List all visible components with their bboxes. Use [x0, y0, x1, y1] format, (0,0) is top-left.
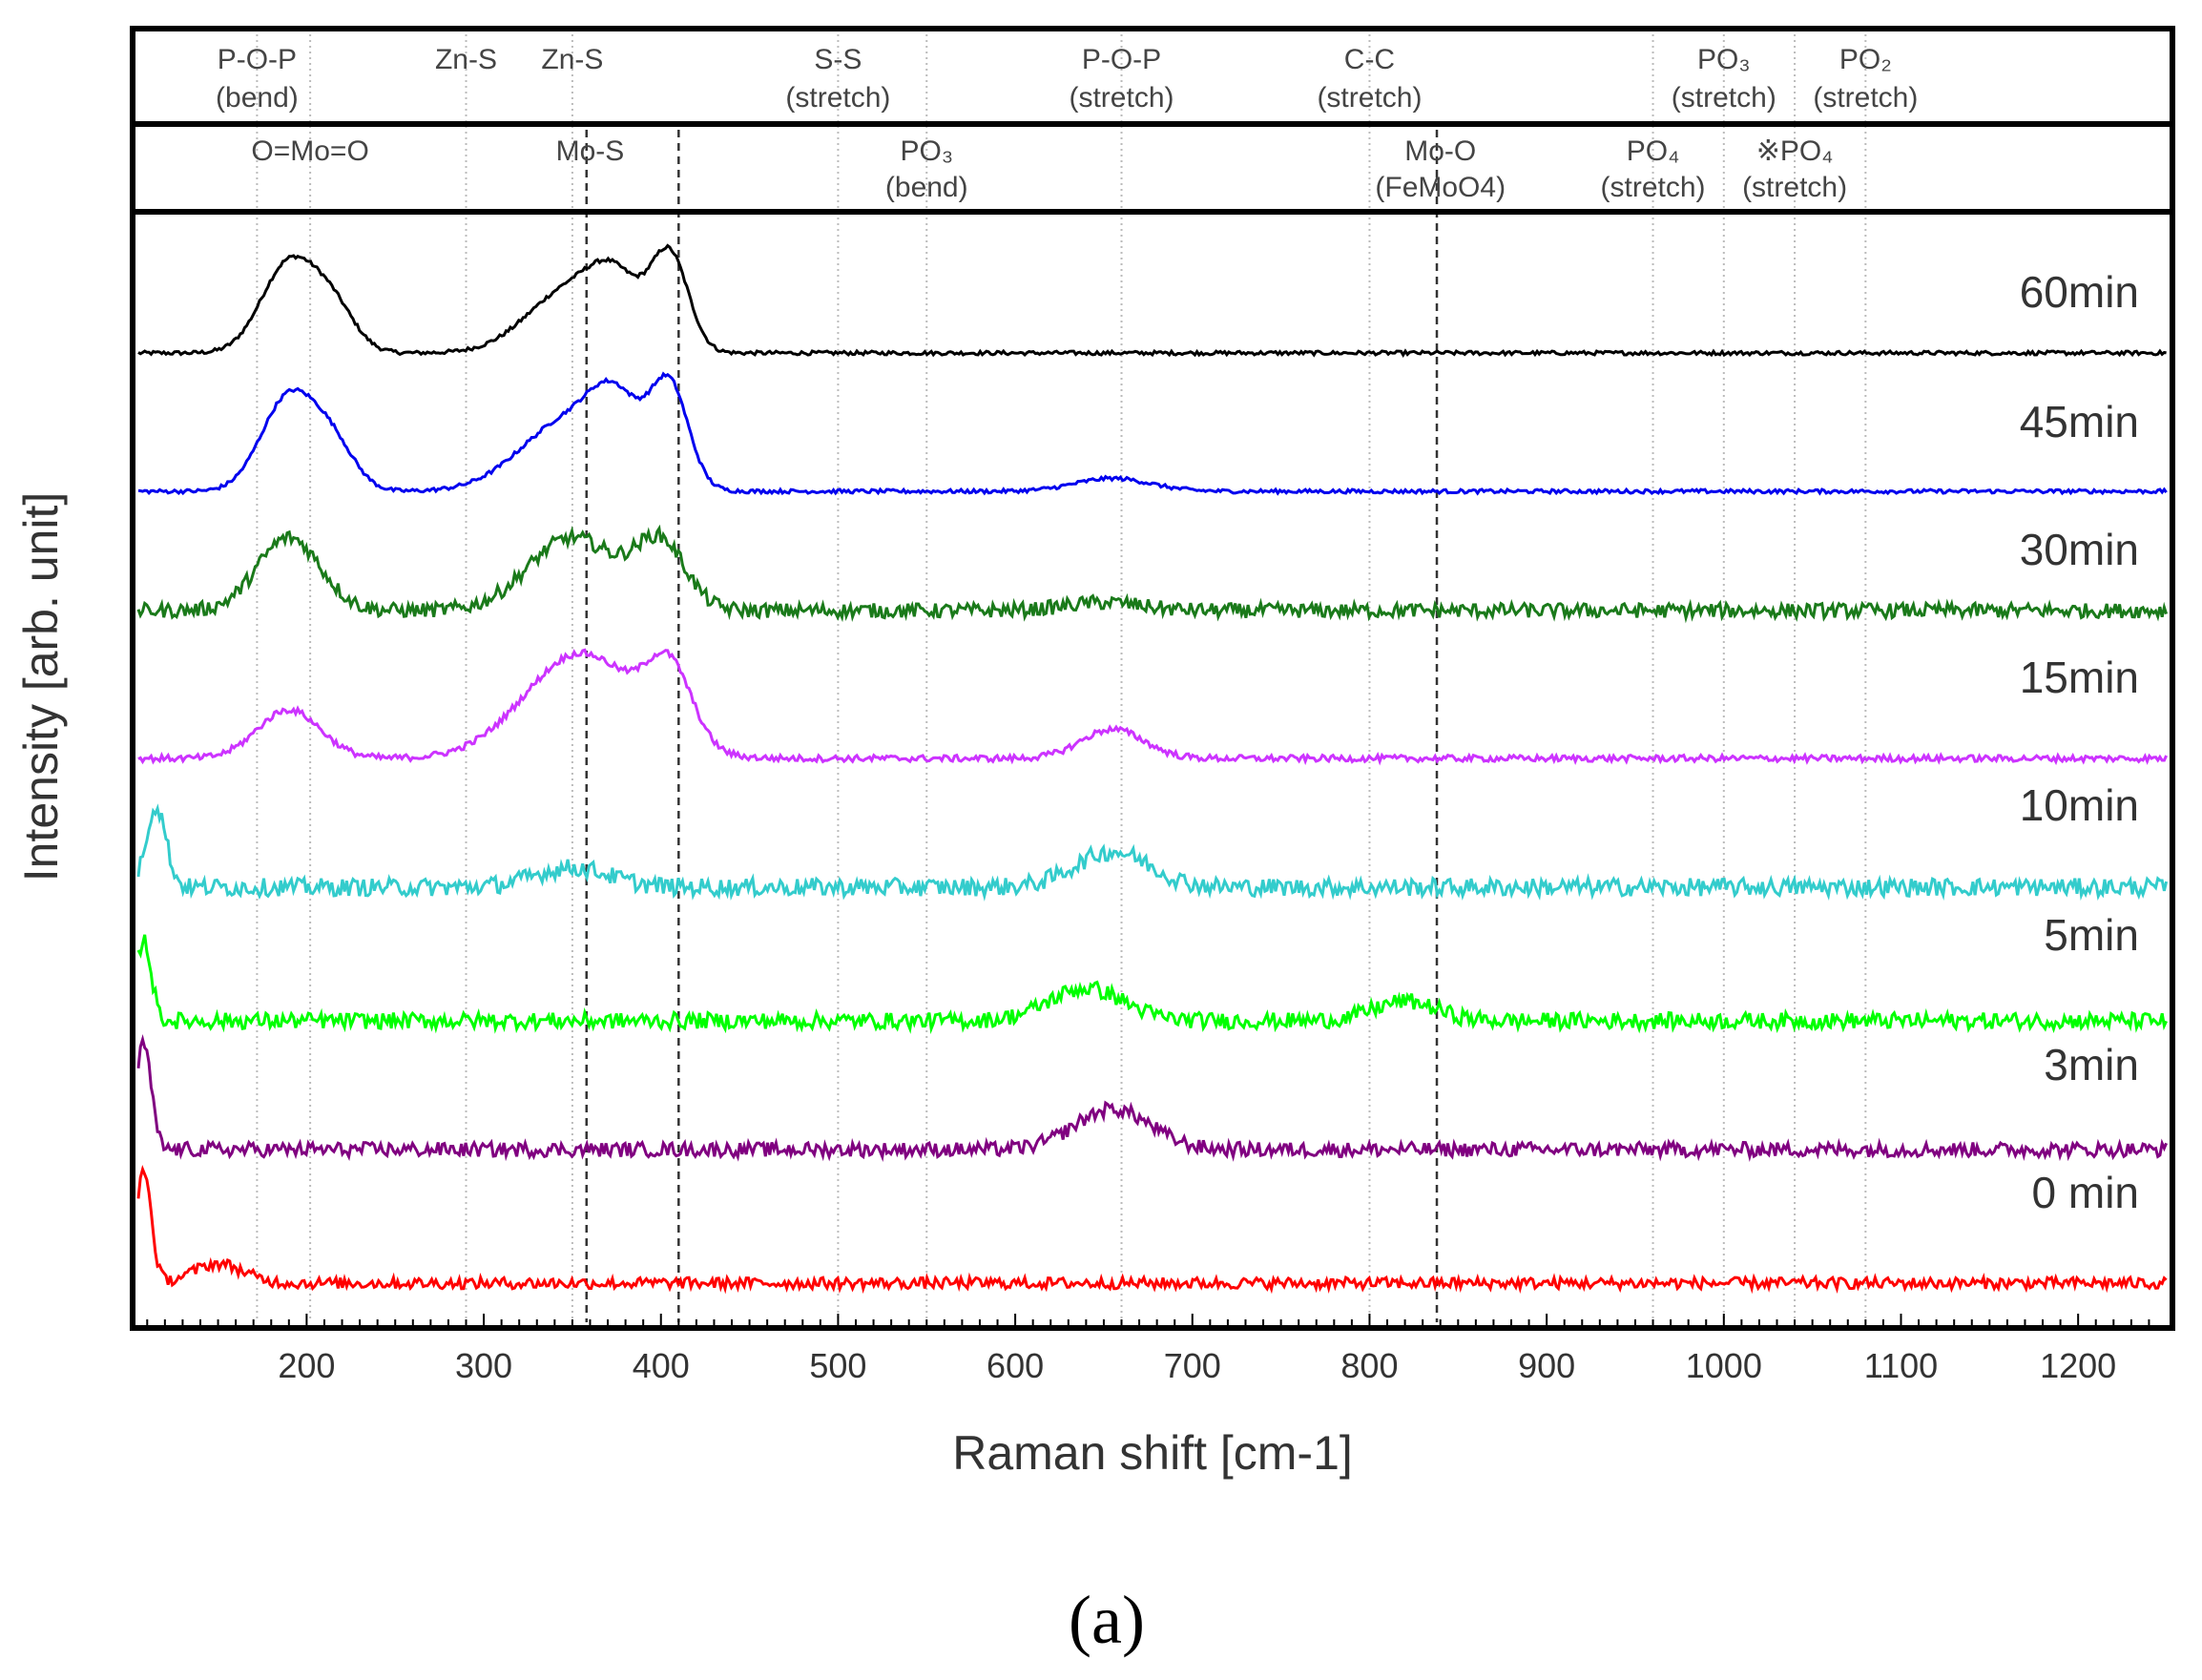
x-tick-label-2: 400	[633, 1346, 690, 1385]
series-label-5: 5min	[2044, 910, 2139, 960]
assignment-sub-top-0: (bend)	[216, 82, 299, 114]
x-tick-label-1: 300	[455, 1346, 512, 1385]
x-tick-label-9: 1100	[1864, 1346, 1938, 1385]
assignment-top-2: Zn-S	[541, 44, 603, 75]
assignment-bottom-2: PO₃	[900, 135, 953, 167]
assignment-top-1: Zn-S	[435, 44, 497, 75]
spectra-layer	[136, 243, 2169, 1295]
series-line-45min	[137, 371, 2168, 496]
band-assignments: P-O-P (bend) Zn-S Zn-S S-S (stretch) P-O-P (str…	[216, 44, 1918, 203]
assignment-sub-bottom-3: (FeMoO4)	[1375, 172, 1506, 203]
assignment-top-4: P-O-P	[1082, 44, 1161, 75]
assignment-sub-bottom-2: (bend)	[885, 172, 968, 203]
x-axis: 200 300 400 500 600 700 800 900 1000 1100 1200	[146, 1314, 2150, 1385]
assignment-top-7: PO₂	[1839, 44, 1892, 75]
assignment-top-3: S-S	[814, 44, 862, 75]
x-tick-label-4: 600	[987, 1346, 1044, 1385]
series-label-3: 15min	[2020, 653, 2139, 702]
x-tick-label-6: 800	[1340, 1346, 1398, 1385]
series-line-5min	[136, 934, 2168, 1035]
series-label-6: 3min	[2044, 1040, 2139, 1089]
series-line-10min	[136, 803, 2169, 902]
series-line-30min	[136, 524, 2169, 624]
x-tick-label-0: 200	[278, 1346, 335, 1385]
series-label-4: 10min	[2020, 780, 2139, 830]
series-line-60min	[137, 243, 2167, 358]
x-tick-label-8: 1000	[1686, 1346, 1762, 1385]
series-label-1: 45min	[2020, 397, 2139, 446]
assignment-sub-bottom-4: (stretch)	[1601, 172, 1706, 203]
assignment-bottom-5: ※PO₄	[1756, 135, 1834, 167]
assignment-sub-top-7: (stretch)	[1813, 82, 1918, 114]
assignment-top-5: C-C	[1344, 44, 1395, 75]
assignment-bottom-3: Mo-O	[1404, 135, 1476, 167]
series-line-3min	[136, 1033, 2168, 1163]
series-label-2: 30min	[2020, 525, 2139, 574]
assignment-bottom-4: PO₄	[1627, 135, 1680, 167]
series-label-0: 60min	[2020, 267, 2139, 317]
x-tick-label-7: 900	[1518, 1346, 1575, 1385]
assignment-top-0: P-O-P	[218, 44, 297, 75]
y-axis-title: Intensity [arb. unit]	[14, 492, 68, 882]
assignment-bottom-0: O=Mo=O	[251, 135, 368, 167]
assignment-lines	[256, 34, 1867, 1322]
assignment-top-6: PO₃	[1697, 44, 1751, 75]
assignment-sub-top-3: (stretch)	[785, 82, 890, 114]
series-labels: 60min 45min 30min 15min 10min 5min 3min 0 min	[2020, 267, 2139, 1217]
plot-area	[130, 209, 2175, 1331]
assignment-bottom-1: Mo-S	[556, 135, 625, 167]
assignment-sub-bottom-5: (stretch)	[1742, 172, 1847, 203]
assignment-sub-top-5: (stretch)	[1317, 82, 1422, 114]
plot-frame	[130, 26, 2175, 1331]
series-line-15min	[137, 648, 2168, 766]
x-axis-title: Raman shift [cm-1]	[952, 1426, 1353, 1480]
series-label-7: 0 min	[2032, 1168, 2139, 1217]
assignment-sub-top-6: (stretch)	[1672, 82, 1776, 114]
x-tick-label-3: 500	[809, 1346, 866, 1385]
x-tick-label-5: 700	[1164, 1346, 1221, 1385]
x-tick-label-10: 1200	[2040, 1346, 2116, 1385]
assignment-sub-top-4: (stretch)	[1069, 82, 1174, 114]
series-line-0min	[136, 1164, 2168, 1295]
panel-label: (a)	[1069, 1582, 1145, 1658]
